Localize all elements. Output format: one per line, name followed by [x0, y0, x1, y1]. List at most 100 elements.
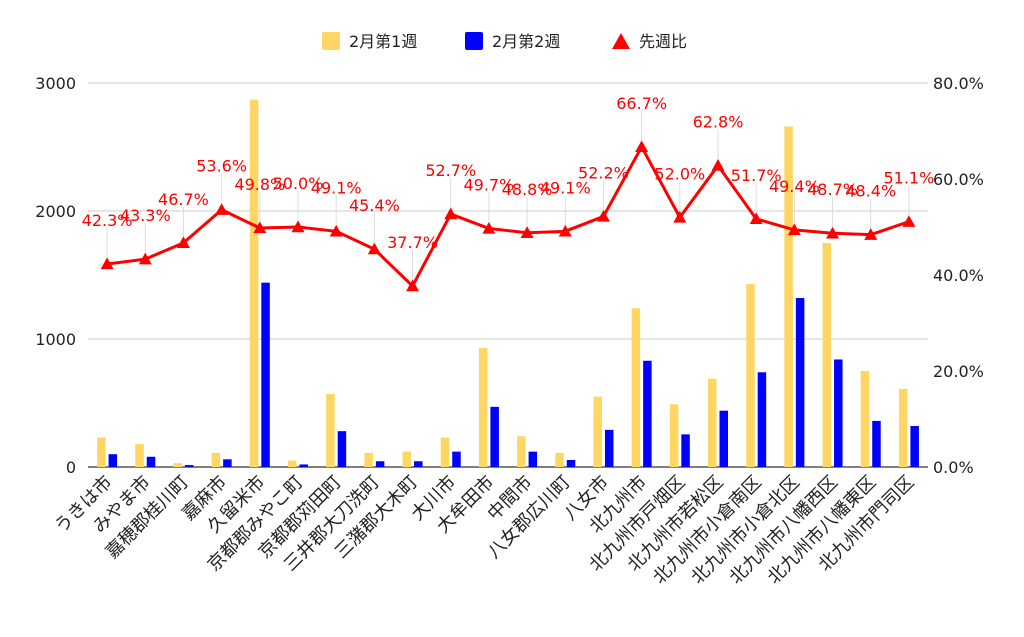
ratio-marker: [253, 221, 267, 234]
ratio-data-label: 37.7%: [387, 233, 438, 252]
bar-week1: [364, 452, 373, 467]
ratio-data-label: 46.7%: [158, 190, 209, 209]
ratio-data-label: 50.0%: [273, 174, 324, 193]
ratio-line: [106, 145, 910, 288]
legend-label: 2月第1週: [349, 32, 417, 51]
ratio-marker: [673, 210, 687, 223]
bar-week2: [528, 451, 538, 467]
ratio-data-label: 49.4%: [769, 177, 820, 196]
ratio-data-label: 52.7%: [425, 161, 476, 180]
ratio-data-label: 48.8%: [502, 180, 553, 199]
bar-week1: [593, 396, 602, 467]
ratio-marker: [711, 159, 725, 171]
ratio-data-label: 49.1%: [540, 178, 591, 197]
legend-swatch: [465, 32, 483, 50]
ratio-data-label: 53.6%: [196, 157, 247, 176]
line-series: 42.3%43.3%46.7%53.6%49.8%50.0%49.1%45.4%…: [82, 94, 934, 292]
bar-week1: [631, 308, 641, 467]
ratio-marker: [406, 279, 420, 292]
y-right-tick-label: 80.0%: [933, 74, 984, 93]
bar-week2: [834, 359, 843, 467]
ratio-marker: [100, 257, 114, 270]
ratio-marker: [482, 221, 496, 234]
y-right-tick-label: 20.0%: [933, 362, 984, 381]
bar-week1: [784, 126, 793, 468]
bar-week1: [555, 452, 564, 467]
bar-week2: [910, 426, 919, 467]
ratio-marker: [902, 215, 916, 227]
ratio-data-label: 62.8%: [693, 113, 744, 132]
bar-week1: [97, 437, 106, 467]
bar-week1: [708, 378, 717, 467]
bar-series: [97, 99, 919, 468]
ratio-marker: [520, 226, 534, 238]
bar-week1: [249, 99, 259, 467]
y-right-tick-label: 60.0%: [933, 170, 984, 189]
bar-week2: [604, 429, 614, 467]
ratio-data-label: 52.0%: [654, 164, 705, 183]
ratio-data-label: 42.3%: [82, 211, 133, 230]
bar-week1: [669, 404, 679, 467]
ratio-data-label: 48.4%: [845, 182, 896, 201]
ratio-data-label: 49.7%: [463, 175, 514, 194]
bar-week2: [223, 459, 232, 467]
ratio-marker: [558, 224, 572, 237]
bar-week1: [173, 463, 182, 467]
bar-week1: [326, 394, 335, 467]
bar-week2: [795, 298, 805, 467]
y-left-tick-label: 3000: [35, 74, 76, 93]
y-right-tick-label: 0.0%: [933, 458, 974, 477]
ratio-data-label: 51.7%: [731, 166, 782, 185]
ratio-marker: [444, 207, 458, 220]
ratio-data-label: 49.1%: [311, 178, 362, 197]
ratio-data-label: 49.8%: [234, 175, 285, 194]
ratio-marker: [864, 228, 878, 240]
bar-week2: [184, 465, 194, 467]
ratio-data-label: 52.2%: [578, 163, 629, 182]
ratio-data-label: 45.4%: [349, 196, 400, 215]
bar-week2: [261, 282, 270, 467]
bar-week1: [898, 388, 908, 467]
bar-week2: [490, 406, 499, 467]
ratio-marker: [826, 226, 840, 239]
bar-week2: [452, 451, 461, 467]
bar-week1: [860, 371, 870, 467]
bar-week1: [517, 436, 526, 467]
bar-week2: [414, 461, 423, 467]
bar-week1: [478, 347, 488, 467]
y-left-tick-label: 2000: [35, 202, 76, 221]
ratio-marker: [787, 223, 801, 236]
ratio-marker: [596, 209, 610, 222]
bar-week2: [146, 456, 156, 467]
legend-label: 2月第2週: [492, 32, 560, 51]
ratio-data-label: 43.3%: [120, 206, 171, 225]
legend-swatch: [612, 33, 630, 49]
legend: 2月第1週 2月第2週 先週比: [322, 32, 687, 51]
ratio-data-label: 66.7%: [616, 94, 667, 113]
ratio-marker: [138, 252, 152, 265]
bar-week1: [135, 443, 144, 467]
axes: 01000200030000.0%20.0%40.0%60.0%80.0%うきは…: [35, 74, 984, 588]
bar-week2: [375, 461, 385, 467]
bar-week2: [757, 372, 767, 467]
ratio-marker: [367, 242, 381, 255]
bar-week1: [211, 452, 221, 467]
ratio-marker: [329, 224, 343, 237]
ratio-marker: [176, 236, 190, 249]
bar-week2: [337, 431, 347, 467]
legend-swatch: [322, 32, 340, 50]
bar-week2: [566, 459, 576, 467]
bar-week2: [299, 464, 308, 467]
bar-week1: [822, 243, 832, 467]
bar-week1: [402, 451, 412, 467]
bar-week2: [719, 410, 728, 467]
bar-week2: [643, 360, 652, 467]
ratio-marker: [635, 140, 649, 153]
legend-label: 先週比: [639, 32, 687, 51]
bar-week1: [746, 283, 755, 467]
ratio-data-label: 51.1%: [883, 169, 934, 188]
ratio-marker: [215, 203, 229, 215]
y-left-tick-label: 0: [66, 458, 76, 477]
